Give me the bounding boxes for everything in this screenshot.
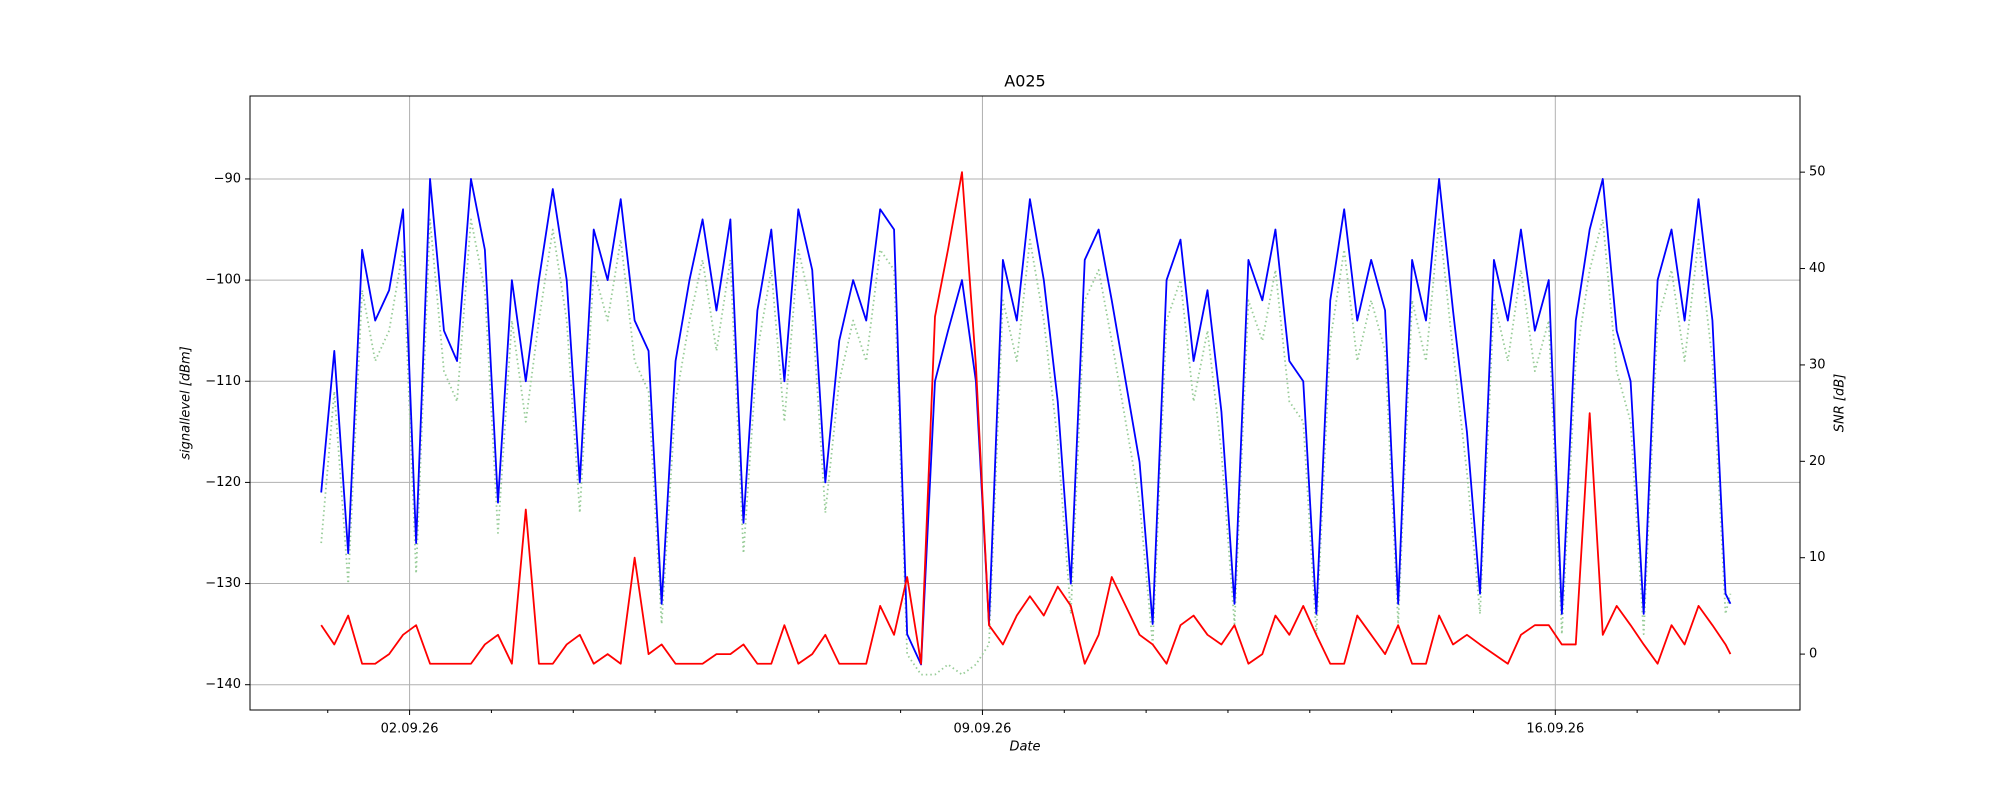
- y-tick-label: −100: [205, 273, 241, 288]
- y2-tick-label: 10: [1809, 550, 1826, 565]
- series-line: [320, 178, 1732, 666]
- y-tick-label: −110: [205, 374, 241, 389]
- x-tick-label: 02.09.26: [381, 722, 439, 737]
- y-axis-label: signallevel [dBm]: [179, 346, 194, 459]
- plot-frame: [249, 95, 1801, 711]
- x-tick-label: 16.09.26: [1526, 722, 1584, 737]
- y2-tick-label: 0: [1809, 647, 1817, 662]
- x-axis-label: Date: [1009, 740, 1040, 755]
- x-tick-label: 09.09.26: [953, 722, 1011, 737]
- series-line: [320, 171, 1732, 665]
- chart-title: A025: [1004, 72, 1045, 91]
- y-tick-label: −90: [214, 171, 241, 186]
- y-tick-label: −140: [205, 677, 241, 692]
- y2-tick-label: 30: [1809, 357, 1826, 372]
- y2-tick-label: 20: [1809, 454, 1826, 469]
- y-tick-label: −120: [205, 475, 241, 490]
- y2-tick-label: 40: [1809, 261, 1826, 276]
- series-line: [320, 218, 1732, 676]
- y-tick-label: −130: [205, 576, 241, 591]
- y2-tick-label: 50: [1809, 165, 1826, 180]
- y2-axis-label: SNR [dB]: [1833, 374, 1848, 432]
